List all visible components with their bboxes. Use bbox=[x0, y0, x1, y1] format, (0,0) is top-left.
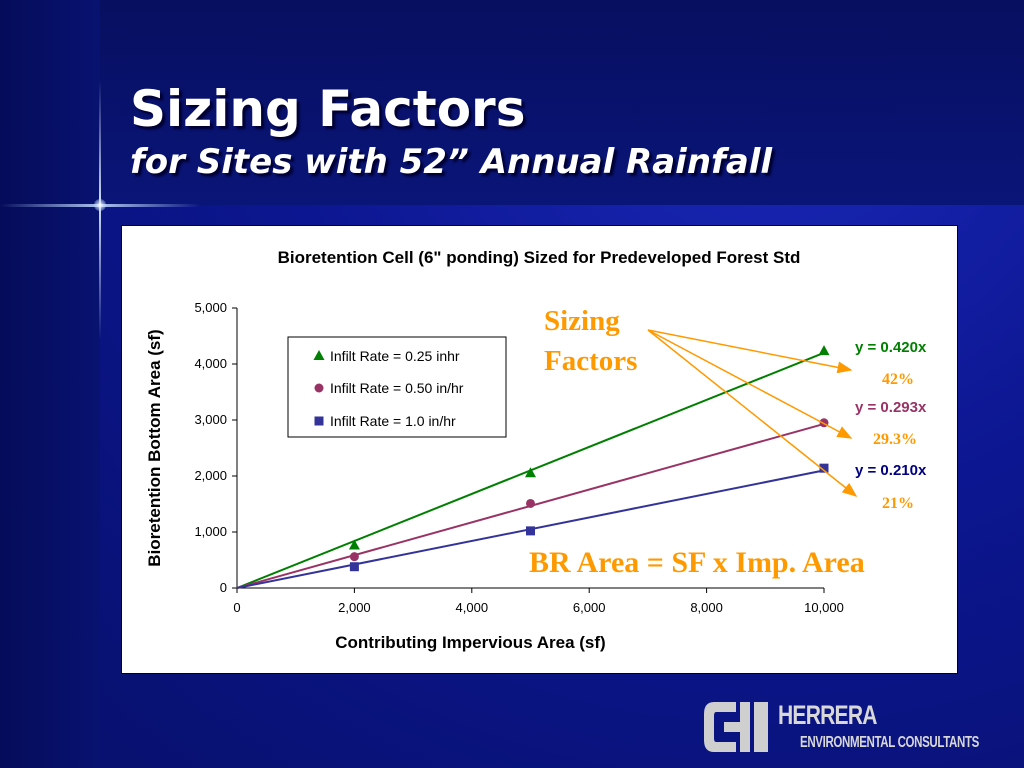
chart-svg: Bioretention Cell (6" ponding) Sized for… bbox=[145, 248, 927, 652]
x-tick-label: 4,000 bbox=[456, 600, 489, 615]
sizing-factor-label: 29.3% bbox=[873, 431, 917, 448]
annotation-arrow bbox=[647, 329, 858, 497]
slide-left-band bbox=[0, 0, 100, 768]
y-tick-label: 0 bbox=[220, 580, 227, 595]
annotation-arrow bbox=[647, 329, 853, 439]
y-tick-label: 4,000 bbox=[194, 356, 227, 371]
trendline-equation: y = 0.293x bbox=[855, 399, 927, 416]
chart-panel: Bioretention Cell (6" ponding) Sized for… bbox=[121, 225, 958, 674]
data-point-series-1 bbox=[348, 539, 360, 550]
y-tick-label: 1,000 bbox=[194, 524, 227, 539]
data-point-series-1 bbox=[818, 345, 830, 356]
chart-title: Bioretention Cell (6" ponding) Sized for… bbox=[278, 248, 801, 267]
legend-box bbox=[287, 336, 507, 438]
data-point-series-1 bbox=[525, 467, 536, 478]
slide-subtitle: for Sites with 52” Annual Rainfall bbox=[130, 142, 773, 182]
sizing-factor-label: 21% bbox=[882, 495, 914, 512]
logo-name: HERRERA bbox=[778, 700, 877, 730]
x-tick-label: 8,000 bbox=[690, 600, 723, 615]
trendline-equation: y = 0.210x bbox=[855, 462, 927, 479]
annotation-factors: Factors bbox=[544, 345, 637, 377]
y-tick-label: 5,000 bbox=[194, 300, 227, 315]
data-point-series-3 bbox=[349, 562, 359, 572]
y-tick-label: 3,000 bbox=[194, 412, 227, 427]
x-axis-label: Contributing Impervious Area (sf) bbox=[335, 633, 605, 652]
y-tick-label: 2,000 bbox=[194, 468, 227, 483]
data-point-series-3 bbox=[819, 463, 829, 473]
logo-tagline: ENVIRONMENTAL CONSULTANTS bbox=[800, 734, 979, 751]
annotation-arrow bbox=[647, 329, 853, 374]
data-point-series-2 bbox=[349, 552, 359, 562]
x-tick-label: 0 bbox=[233, 600, 240, 615]
y-axis-label: Bioretention Bottom Area (sf) bbox=[145, 329, 164, 566]
annotation-formula: BR Area = SF x Imp. Area bbox=[529, 546, 865, 579]
annotation-sizing: Sizing bbox=[544, 305, 620, 337]
legend-label: Infilt Rate = 1.0 in/hr bbox=[330, 413, 456, 429]
slide-header-band bbox=[0, 0, 1024, 205]
data-point-series-3 bbox=[526, 526, 535, 536]
legend-marker bbox=[313, 350, 325, 360]
sizing-factor-label: 42% bbox=[882, 371, 914, 388]
legend-label: Infilt Rate = 0.50 in/hr bbox=[330, 380, 464, 396]
x-tick-label: 6,000 bbox=[573, 600, 606, 615]
x-tick-label: 2,000 bbox=[338, 600, 371, 615]
trendline-equation: y = 0.420x bbox=[855, 339, 927, 356]
herrera-logo-mark bbox=[704, 702, 768, 752]
data-point-series-2 bbox=[526, 498, 535, 508]
x-tick-label: 10,000 bbox=[804, 600, 844, 615]
legend-marker bbox=[314, 383, 324, 393]
legend-label: Infilt Rate = 0.25 inhr bbox=[330, 348, 460, 364]
herrera-logo: HERRERA ENVIRONMENTAL CONSULTANTS bbox=[700, 698, 980, 758]
slide-title: Sizing Factors bbox=[130, 80, 526, 138]
light-flare-center bbox=[94, 199, 106, 211]
legend-marker bbox=[314, 416, 324, 426]
